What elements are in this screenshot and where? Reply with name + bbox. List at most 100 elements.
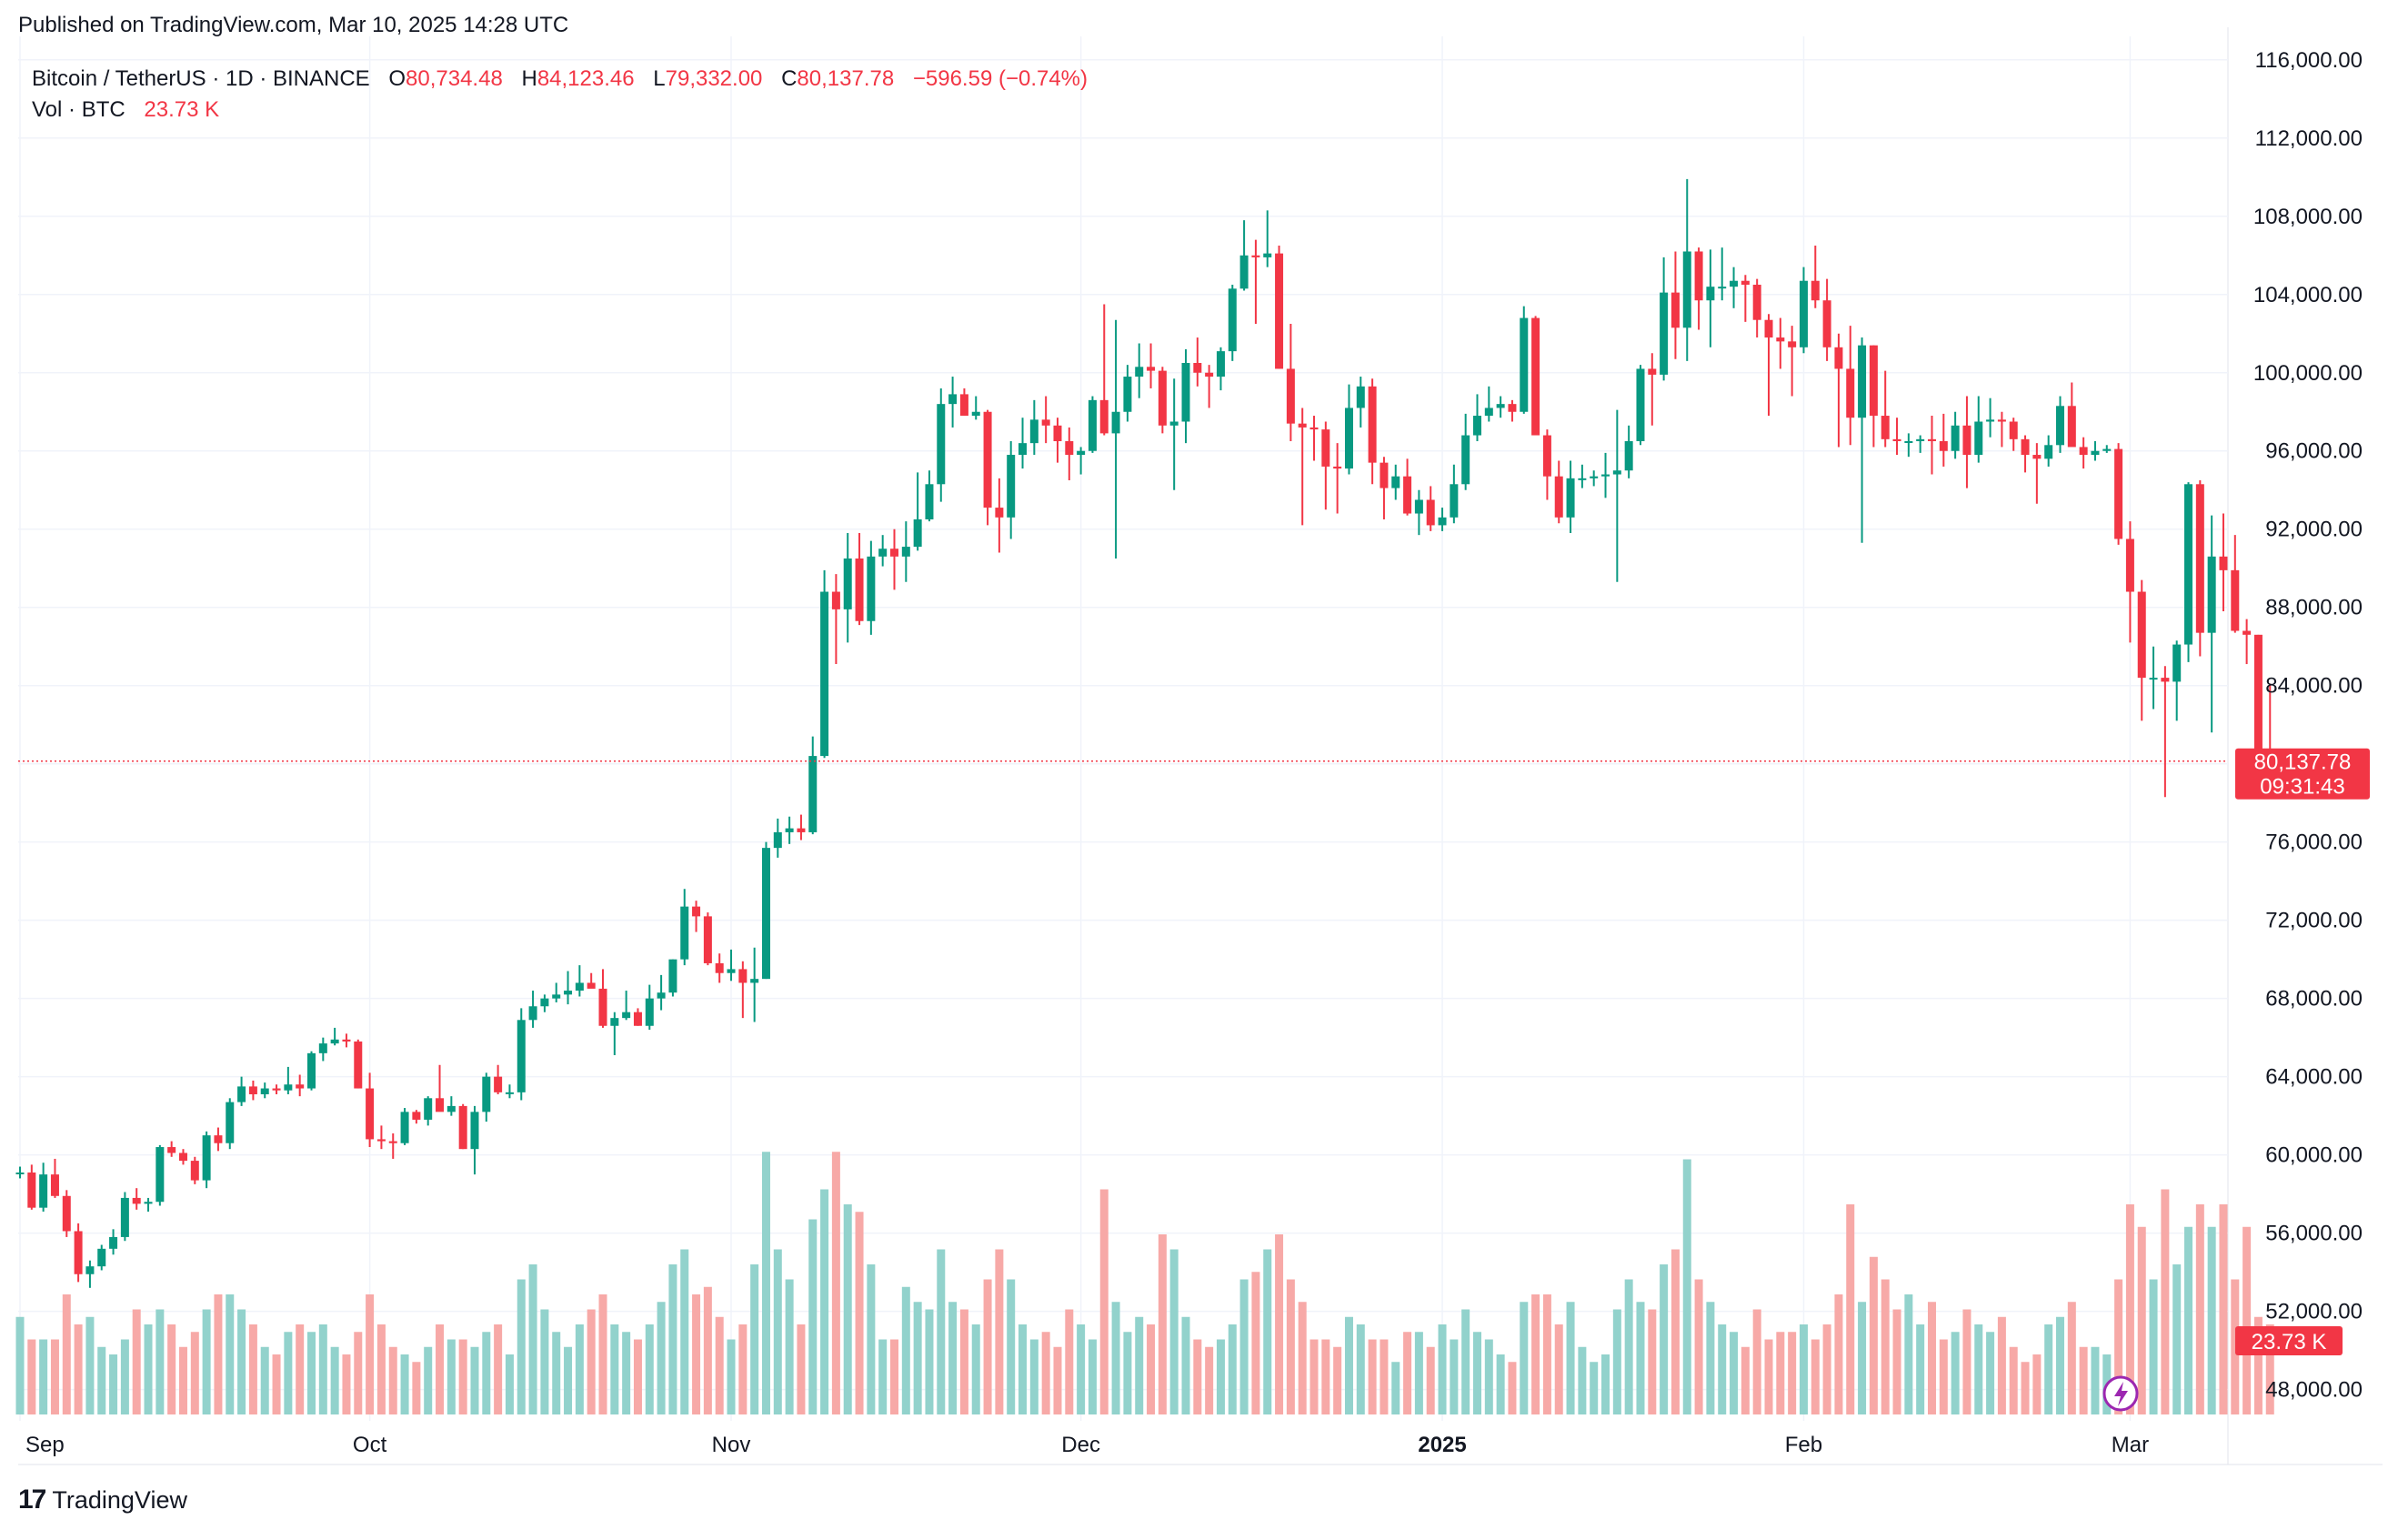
volume-bar	[1601, 1354, 1610, 1414]
volume-bar	[2253, 1316, 2263, 1414]
candle-body	[318, 1043, 327, 1053]
chart-legend: Bitcoin / TetherUS · 1D · BINANCE O80,73…	[32, 64, 1088, 126]
y-tick-label: 68,000.00	[2265, 987, 2363, 1012]
candle-body	[260, 1088, 269, 1094]
candle-body	[178, 1153, 187, 1162]
volume-bar	[738, 1324, 747, 1414]
volume-bar	[913, 1302, 922, 1414]
volume-bar	[564, 1346, 573, 1414]
volume-bar	[1193, 1339, 1202, 1414]
candle-body	[1811, 280, 1820, 301]
candle-body	[109, 1236, 118, 1249]
volume-bar	[843, 1204, 852, 1414]
y-tick-label: 116,000.00	[2255, 48, 2363, 73]
candle-body	[1531, 317, 1540, 436]
candle-body	[715, 962, 724, 973]
volume-bar	[424, 1346, 433, 1414]
candle-body	[1029, 419, 1038, 444]
volume-bar	[2149, 1279, 2158, 1414]
volume-bar	[27, 1339, 36, 1414]
close-value: 80,137.78	[797, 66, 895, 91]
candle-body	[528, 1006, 537, 1021]
candle-body	[564, 991, 573, 995]
candle-body	[855, 558, 864, 621]
volume-bar	[2125, 1204, 2134, 1414]
candle-body	[1088, 399, 1097, 451]
candle-body	[1520, 317, 1529, 412]
candle-body	[2184, 484, 2193, 645]
candle-body	[831, 591, 840, 609]
volume-bar	[494, 1324, 503, 1414]
candle-body	[517, 1020, 526, 1092]
candle-body	[901, 547, 910, 557]
candle-body	[937, 404, 946, 485]
volume-bar	[540, 1309, 549, 1414]
volume-bar	[1088, 1339, 1097, 1414]
candle-body	[1834, 347, 1843, 369]
y-tick-label: 104,000.00	[2253, 283, 2363, 307]
tradingview-footer[interactable]: 17 TradingView	[18, 1485, 187, 1515]
candle-body	[1858, 345, 1867, 418]
candle-body	[761, 848, 770, 980]
volume-bar	[1752, 1309, 1761, 1414]
candle-body	[505, 1092, 514, 1094]
candle-body	[400, 1112, 409, 1143]
candle-body	[226, 1102, 235, 1143]
volume-bar	[1450, 1339, 1459, 1414]
volume-bars	[15, 1152, 2274, 1414]
volume-bar	[1496, 1354, 1505, 1414]
candle-body	[1939, 440, 1948, 451]
volume-bar	[1123, 1332, 1132, 1414]
candle-body	[1356, 386, 1365, 408]
candle-body	[1275, 253, 1284, 369]
tradingview-logo-icon: 17	[18, 1485, 46, 1515]
volume-bar	[1484, 1339, 1493, 1414]
volume-bar	[820, 1189, 829, 1414]
volume-bar	[2114, 1279, 2123, 1414]
volume-bar	[1508, 1362, 1517, 1414]
volume-bar	[366, 1294, 375, 1414]
volume-bar	[1158, 1234, 1167, 1414]
candle-body	[1286, 368, 1295, 424]
volume-bar	[1788, 1332, 1797, 1414]
candle-body	[120, 1197, 129, 1237]
volume-bar	[2067, 1302, 2076, 1414]
volume-bar	[1018, 1324, 1028, 1414]
volume-bar	[284, 1332, 293, 1414]
high-value: 84,123.46	[537, 66, 635, 91]
candle-body	[1542, 435, 1551, 477]
volume-bar	[1694, 1279, 1703, 1414]
volume-bar	[645, 1324, 654, 1414]
candle-body	[366, 1088, 375, 1140]
volume-bar	[178, 1346, 187, 1414]
candle-body	[657, 992, 666, 999]
volume-bar	[1286, 1279, 1295, 1414]
candle-body	[785, 828, 794, 832]
volume-bar	[1239, 1279, 1249, 1414]
volume-bar	[1869, 1256, 1878, 1414]
candle-body	[1181, 363, 1190, 422]
volume-bar	[983, 1279, 992, 1414]
y-tick-label: 88,000.00	[2265, 596, 2363, 620]
candle-body	[1147, 367, 1156, 371]
volume-bar	[1578, 1346, 1587, 1414]
candle-body	[1239, 255, 1249, 289]
volume-bar	[1706, 1302, 1715, 1414]
volume-bar	[1007, 1279, 1016, 1414]
candle-body	[983, 411, 992, 508]
volume-bar	[2184, 1226, 2193, 1414]
candle-body	[2253, 634, 2263, 750]
candle-body	[1566, 478, 1575, 518]
candle-body	[2102, 448, 2112, 451]
candle-body	[1601, 474, 1610, 477]
candle-body	[482, 1076, 491, 1112]
candle-body	[645, 998, 654, 1026]
candle-body	[424, 1098, 433, 1120]
candle-body	[156, 1147, 165, 1203]
volume-bar	[62, 1294, 71, 1414]
x-tick-label: Nov	[712, 1433, 751, 1457]
candle-body	[2125, 539, 2134, 592]
candle-body	[39, 1174, 48, 1208]
candle-body	[1321, 429, 1330, 467]
